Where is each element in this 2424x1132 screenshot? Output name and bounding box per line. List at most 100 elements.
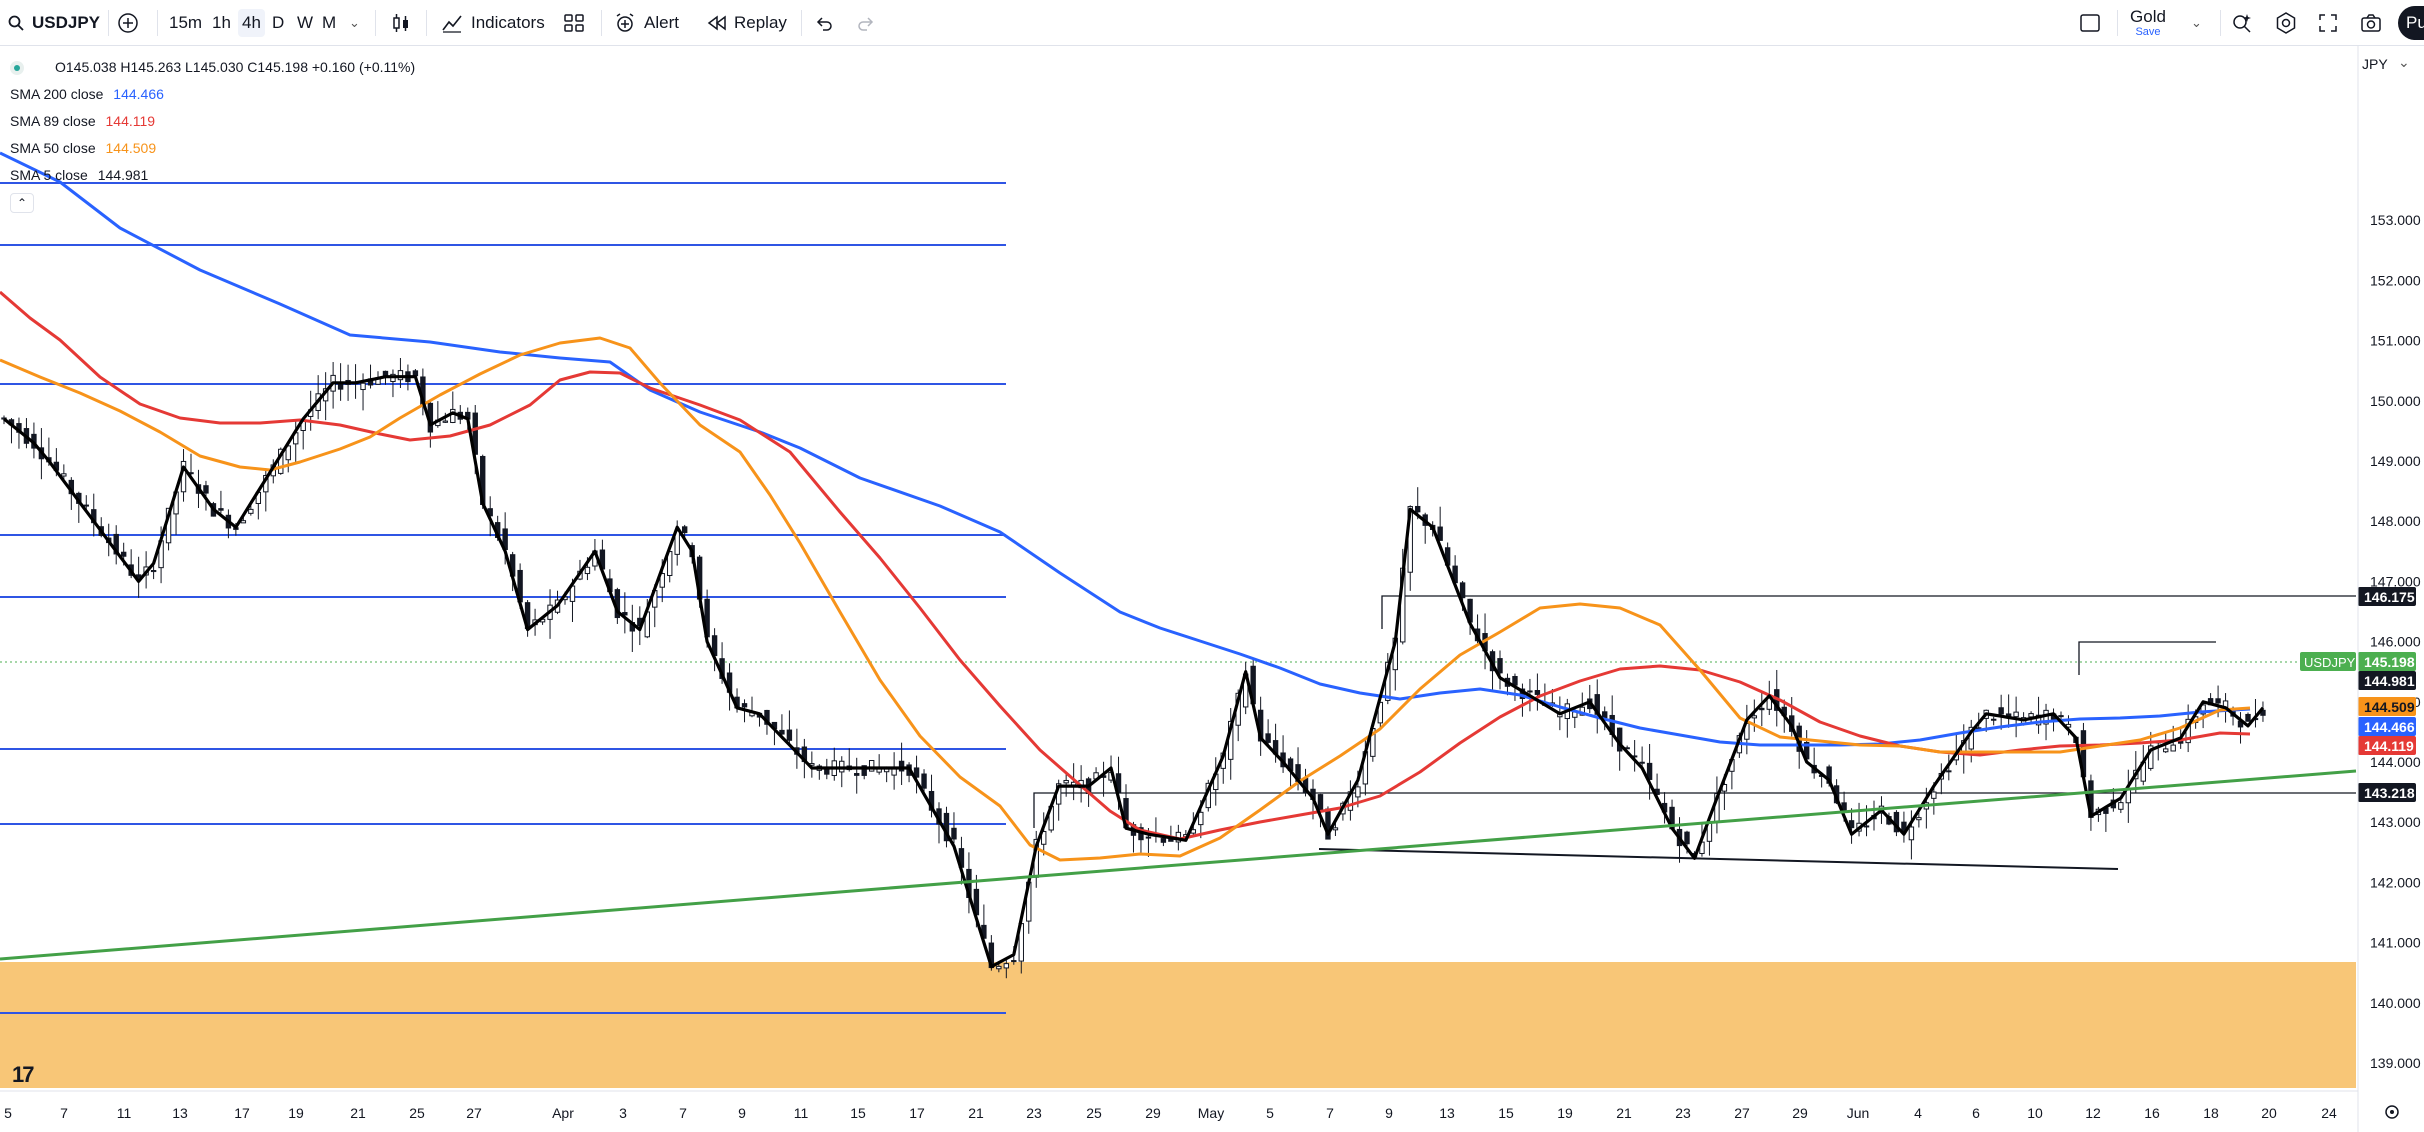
legend-collapse-chevron-up-icon[interactable]: ⌃	[10, 193, 34, 213]
divider	[2220, 10, 2221, 36]
resistance-ray[interactable]	[1381, 595, 2356, 629]
layout-dropdown-chevron-icon[interactable]: ⌄	[2191, 15, 2202, 30]
symbol-search[interactable]: USDJPY	[8, 0, 100, 46]
candle-body	[442, 420, 449, 423]
time-tick-label: 27	[1734, 1105, 1750, 1121]
candle-body	[2245, 713, 2251, 722]
candle-body	[996, 965, 1002, 970]
range-box-line[interactable]	[2078, 641, 2216, 675]
time-tick-label: 23	[1026, 1105, 1042, 1121]
candle-body	[681, 526, 688, 534]
legend-sma50[interactable]: SMA 50 close 144.509	[10, 140, 156, 156]
sma50-tag: 144.509	[2364, 699, 2415, 715]
time-tick-label: 23	[1675, 1105, 1691, 1121]
templates-button[interactable]	[563, 0, 585, 46]
ascending-trendline[interactable]	[0, 769, 2357, 961]
candle-body	[659, 573, 665, 588]
legend-sma50-label: SMA 50 close	[10, 140, 96, 156]
candle-body	[1602, 711, 1608, 719]
layout-name-button[interactable]: Gold Save	[2130, 0, 2166, 46]
fullscreen-button[interactable]	[2318, 0, 2338, 46]
indicators-button[interactable]: Indicators	[441, 0, 545, 46]
time-tick-label: 25	[409, 1105, 425, 1121]
time-tick-label: 13	[172, 1105, 188, 1121]
snapshot-button[interactable]	[2360, 0, 2382, 46]
timeframe-m[interactable]: M	[322, 13, 337, 32]
currency-chevron-down-icon[interactable]: ⌄	[2398, 54, 2410, 70]
price-chart[interactable]: 153.000 152.000 151.000 150.000 149.000 148.0…	[0, 46, 2424, 1132]
candle-body	[1003, 963, 1010, 969]
price-tick-label: 152.000	[2370, 272, 2421, 288]
compare-add-button[interactable]	[117, 0, 139, 46]
time-tick-label: May	[1198, 1105, 1224, 1121]
candle-body	[2200, 704, 2206, 715]
level-low-tag: 143.218	[2364, 785, 2415, 801]
ohlc-values: O145.038 H145.263 L145.030 C145.198 +0.1…	[55, 59, 416, 75]
price-tick-label: 146.000	[2370, 634, 2421, 650]
candle-body	[2163, 748, 2169, 753]
price-axis[interactable]: 153.000 152.000 151.000 150.000 149.000 148.0…	[2370, 212, 2421, 1071]
timeframe-d[interactable]: D	[272, 13, 285, 32]
descending-trendline[interactable]	[1318, 848, 2119, 870]
price-tick-label: 141.000	[2370, 935, 2421, 951]
candle-body	[2058, 715, 2064, 718]
axis-settings-gear-icon[interactable]	[2385, 1105, 2399, 1119]
time-tick-label: 20	[2261, 1105, 2277, 1121]
sma-50-line[interactable]	[0, 336, 2251, 862]
legend-sma89[interactable]: SMA 89 close 144.119	[10, 113, 155, 129]
timeframe-dropdown-chevron-icon[interactable]: ⌄	[349, 15, 360, 30]
timeframe-15m[interactable]: 15m	[169, 13, 203, 32]
layout-toggle-button[interactable]	[2079, 0, 2101, 46]
legend-sma200[interactable]: SMA 200 close 144.466	[10, 86, 164, 102]
tradingview-logo[interactable]: 17	[12, 1062, 35, 1087]
timeframe-4h[interactable]: 4h	[238, 0, 265, 46]
time-tick-label: 13	[1439, 1105, 1455, 1121]
quick-search-button[interactable]	[2231, 0, 2253, 46]
replay-button[interactable]: Replay	[706, 0, 787, 46]
timeframe-w[interactable]: W	[297, 13, 314, 32]
time-tick-label: 7	[60, 1105, 68, 1121]
market-status-dot-icon[interactable]	[10, 61, 24, 75]
publish-button[interactable]: Pu	[2398, 6, 2424, 40]
candle-body	[2028, 713, 2034, 718]
candle-body	[412, 370, 419, 377]
sma-5-line[interactable]	[3, 375, 2265, 969]
candle-body	[1863, 825, 1870, 828]
fullscreen-icon	[2319, 14, 2337, 32]
legend-sma200-label: SMA 200 close	[10, 86, 104, 102]
camera-icon	[2361, 14, 2381, 32]
candles-icon	[393, 14, 408, 32]
last-price-tag: 145.198	[2364, 654, 2415, 670]
sma-89-line[interactable]	[0, 290, 2251, 841]
time-tick-label: 3	[619, 1105, 627, 1121]
timeframe-1h[interactable]: 1h	[212, 13, 231, 32]
chart-type-button[interactable]	[390, 0, 412, 46]
candle-body	[913, 767, 920, 778]
time-tick-label: Apr	[552, 1105, 574, 1121]
time-tick-label: 19	[1557, 1105, 1573, 1121]
currency-selector[interactable]: JPY	[2362, 56, 2388, 72]
time-tick-label: 5	[4, 1105, 12, 1121]
sma-200-line[interactable]	[0, 151, 2251, 747]
divider	[2117, 10, 2118, 36]
timeframe-4h-label: 4h	[238, 9, 265, 37]
settings-button[interactable]	[2275, 0, 2297, 46]
legend-sma5[interactable]: SMA 5 close 144.981	[10, 167, 148, 183]
candle-body	[2013, 711, 2019, 718]
time-tick-label: 15	[850, 1105, 866, 1121]
legend-sma200-value: 144.466	[113, 86, 164, 102]
time-tick-label: 12	[2085, 1105, 2101, 1121]
undo-button[interactable]	[815, 0, 833, 46]
alert-button[interactable]: Alert	[614, 0, 679, 46]
time-tick-label: 29	[1145, 1105, 1161, 1121]
time-axis[interactable]: 5 7 11 13 17 19 21 25 27 Apr 3 7 9 11 15 17 21 23 25 29 May 5…	[4, 1105, 2337, 1121]
candle-body	[1145, 836, 1152, 839]
time-tick-label: 17	[234, 1105, 250, 1121]
candle-body	[786, 729, 793, 741]
support-ray[interactable]	[1033, 792, 2356, 828]
candle-body	[1916, 817, 1922, 821]
time-tick-label: 16	[2144, 1105, 2160, 1121]
divider	[801, 10, 802, 36]
redo-button[interactable]	[857, 0, 875, 46]
sma200-tag-bg	[2358, 717, 2416, 736]
